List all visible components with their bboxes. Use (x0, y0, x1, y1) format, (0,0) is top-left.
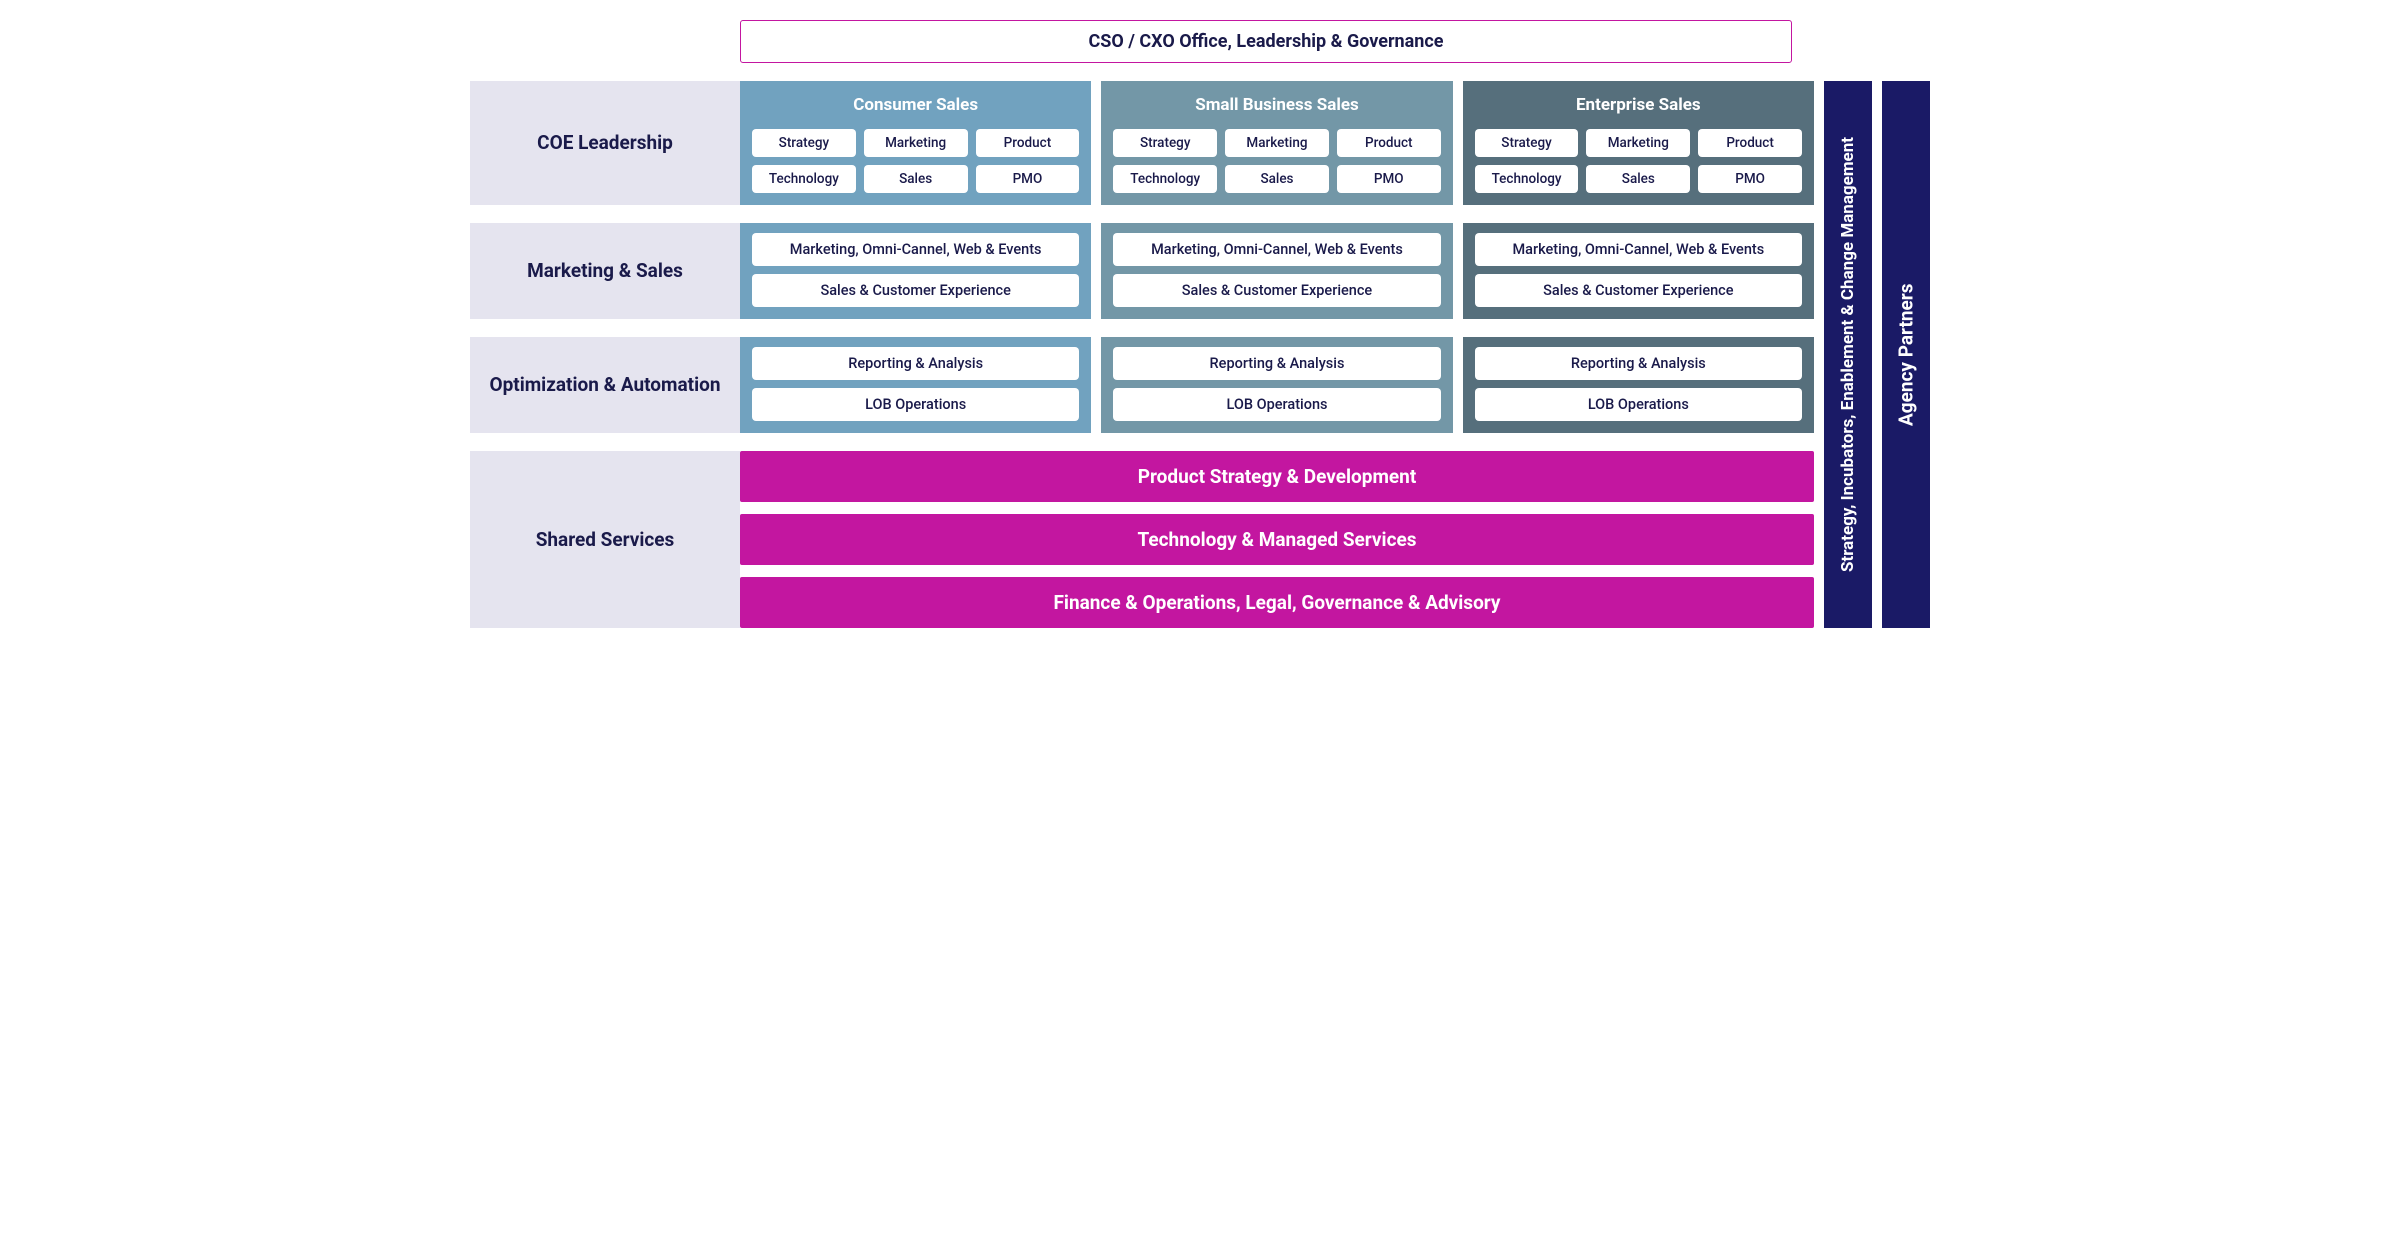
row-content-shared: Product Strategy & Development Technology… (740, 451, 1814, 628)
row-shared: Shared Services Product Strategy & Devel… (470, 451, 1814, 628)
capability-chip: Sales (1225, 165, 1329, 193)
capability-chip: Marketing (1225, 129, 1329, 157)
capability-chip: Sales (1586, 165, 1690, 193)
column-title: Small Business Sales (1113, 91, 1440, 121)
capability-chip: Technology (1113, 165, 1217, 193)
column-box: Reporting & Analysis LOB Operations (740, 337, 1091, 433)
vertical-bar-label: Strategy, Incubators, Enablement & Chang… (1838, 137, 1858, 572)
capability-bar: LOB Operations (1475, 388, 1802, 421)
chip-grid: Strategy Marketing Product Technology Sales P… (1113, 129, 1440, 193)
row-optimization: Optimization & Automation Reporting & An… (470, 337, 1814, 433)
column-box: Consumer Sales Strategy Marketing Product Te… (740, 81, 1091, 205)
chip-grid: Strategy Marketing Product Technology Sales P… (752, 129, 1079, 193)
vertical-bar-strategy: Strategy, Incubators, Enablement & Chang… (1824, 81, 1872, 628)
vertical-bars: Strategy, Incubators, Enablement & Chang… (1824, 81, 1930, 628)
column-title: Enterprise Sales (1475, 91, 1802, 121)
vertical-bar-label: Agency Partners (1895, 283, 1918, 426)
row-label-text: Shared Services (536, 527, 675, 553)
capability-chip: PMO (1698, 165, 1802, 193)
capability-chip: Strategy (1475, 129, 1579, 157)
column-title: Consumer Sales (752, 91, 1079, 121)
capability-bar: LOB Operations (1113, 388, 1440, 421)
row-label-coe: COE Leadership (470, 81, 740, 205)
capability-bar: Reporting & Analysis (1475, 347, 1802, 380)
vertical-bar-agency: Agency Partners (1882, 81, 1930, 628)
row-content-marketing: Marketing, Omni-Cannel, Web & Events Sale… (740, 223, 1814, 319)
capability-bar: Marketing, Omni-Cannel, Web & Events (1475, 233, 1802, 266)
capability-chip: Technology (752, 165, 856, 193)
capability-bar: Sales & Customer Experience (1475, 274, 1802, 307)
column-box: Reporting & Analysis LOB Operations (1463, 337, 1814, 433)
capability-bar: Marketing, Omni-Cannel, Web & Events (752, 233, 1079, 266)
org-diagram: CSO / CXO Office, Leadership & Governanc… (470, 20, 1930, 628)
rows-area: COE Leadership Consumer SalesStrategyMar… (470, 81, 1814, 628)
capability-bar: Sales & Customer Experience (752, 274, 1079, 307)
header-title: CSO / CXO Office, Leadership & Governanc… (1089, 31, 1444, 52)
row-label-shared: Shared Services (470, 451, 740, 628)
shared-service-bar: Product Strategy & Development (740, 451, 1814, 502)
chip-grid: StrategyMarketing Product TechnologySales P… (1475, 129, 1802, 193)
capability-chip: Technology (1475, 165, 1579, 193)
column-box: Marketing, Omni-Cannel, Web & Events Sale… (1101, 223, 1452, 319)
capability-bar: Reporting & Analysis (1113, 347, 1440, 380)
capability-chip: Strategy (752, 129, 856, 157)
column-box: Small Business Sales Strategy Marketing Pro… (1101, 81, 1452, 205)
column-box: Reporting & Analysis LOB Operations (1101, 337, 1452, 433)
capability-chip: PMO (976, 165, 1080, 193)
row-label-optimization: Optimization & Automation (470, 337, 740, 433)
row-marketing: Marketing & Sales Marketing, Omni-Cannel… (470, 223, 1814, 319)
column-box: Marketing, Omni-Cannel, Web & Events Sale… (740, 223, 1091, 319)
capability-chip: Marketing (864, 129, 968, 157)
capability-bar: LOB Operations (752, 388, 1079, 421)
header-governance-bar: CSO / CXO Office, Leadership & Governanc… (740, 20, 1792, 63)
capability-chip: Product (1698, 129, 1802, 157)
shared-service-bar: Technology & Managed Services (740, 514, 1814, 565)
capability-bar: Marketing, Omni-Cannel, Web & Events (1113, 233, 1440, 266)
row-content-coe: Consumer SalesStrategyMarketingProductTe… (740, 81, 1814, 205)
column-box: Enterprise Sales StrategyMarketing Product… (1463, 81, 1814, 205)
row-content-optimization: Reporting & AnalysisLOB OperationsReport… (740, 337, 1814, 433)
row-label-text: COE Leadership (537, 130, 673, 156)
capability-chip: Strategy (1113, 129, 1217, 157)
main-grid: COE Leadership Consumer SalesStrategyMar… (470, 81, 1930, 628)
row-label-marketing: Marketing & Sales (470, 223, 740, 319)
capability-chip: Product (976, 129, 1080, 157)
capability-chip: Sales (864, 165, 968, 193)
row-label-text: Marketing & Sales (527, 258, 683, 284)
capability-chip: Marketing (1586, 129, 1690, 157)
row-label-text: Optimization & Automation (489, 372, 720, 398)
capability-chip: PMO (1337, 165, 1441, 193)
shared-service-bar: Finance & Operations, Legal, Governance … (740, 577, 1814, 628)
row-coe: COE Leadership Consumer SalesStrategyMar… (470, 81, 1814, 205)
capability-bar: Sales & Customer Experience (1113, 274, 1440, 307)
column-box: Marketing, Omni-Cannel, Web & Events Sale… (1463, 223, 1814, 319)
capability-bar: Reporting & Analysis (752, 347, 1079, 380)
capability-chip: Product (1337, 129, 1441, 157)
